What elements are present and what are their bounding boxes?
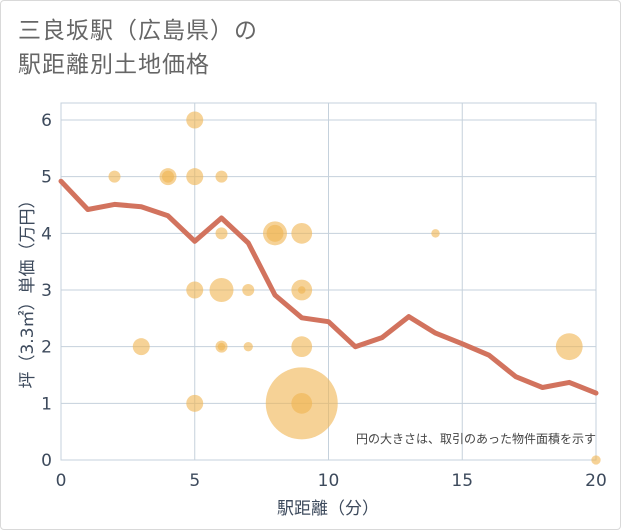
bubble-point — [591, 455, 601, 465]
y-axis-ticks: 0 1 2 3 4 5 6 — [41, 111, 52, 471]
bubble-point — [266, 224, 284, 242]
y-tick-label: 0 — [41, 451, 52, 471]
chart-title: 三良坂駅（広島県）の 駅距離別土地価格 — [18, 14, 258, 82]
bubble-point — [217, 342, 226, 351]
bubble-point — [215, 227, 228, 240]
bubble-point — [186, 111, 204, 129]
y-tick-label: 6 — [41, 111, 52, 131]
bubble-point — [242, 284, 255, 296]
bubble-size-note: 円の大きさは、取引のあった物件面積を示す — [356, 431, 596, 446]
chart-title-line1: 三良坂駅（広島県）の — [18, 18, 258, 44]
bubble-point — [209, 278, 234, 302]
bubble-point — [555, 333, 583, 361]
bubble-point — [297, 286, 306, 294]
bubble-point — [186, 281, 204, 299]
chart-title-line2: 駅距離別土地価格 — [18, 52, 210, 78]
x-axis-ticks: 0 5 10 15 20 — [56, 471, 607, 491]
y-tick-label: 4 — [41, 224, 52, 244]
average-price-line — [58, 178, 599, 396]
bubble-point — [291, 392, 313, 414]
bubble-point — [186, 394, 204, 412]
y-tick-label: 3 — [41, 281, 52, 301]
x-tick-label: 5 — [189, 471, 200, 491]
average-line-layer — [58, 178, 599, 396]
x-tick-label: 20 — [585, 471, 607, 491]
bubble-point — [108, 170, 121, 183]
x-tick-label: 15 — [451, 471, 473, 491]
y-tick-label: 1 — [41, 394, 52, 414]
x-tick-label: 0 — [56, 471, 67, 491]
bubble-layer — [108, 111, 601, 465]
bubble-point — [291, 222, 313, 244]
bubble-point — [186, 168, 204, 186]
bubble-point — [132, 338, 150, 356]
x-axis-label: 駅距離（分） — [277, 499, 379, 519]
y-tick-label: 5 — [41, 168, 52, 188]
bubble-point — [243, 342, 253, 352]
y-axis-label: 坪（3.3㎡）単価（万円） — [18, 191, 38, 388]
bubble-point — [431, 229, 440, 238]
y-tick-label: 2 — [41, 338, 52, 358]
bubble-point — [162, 170, 174, 183]
bubble-point — [291, 336, 313, 358]
bubble-point — [215, 170, 228, 183]
x-tick-label: 10 — [318, 471, 340, 491]
